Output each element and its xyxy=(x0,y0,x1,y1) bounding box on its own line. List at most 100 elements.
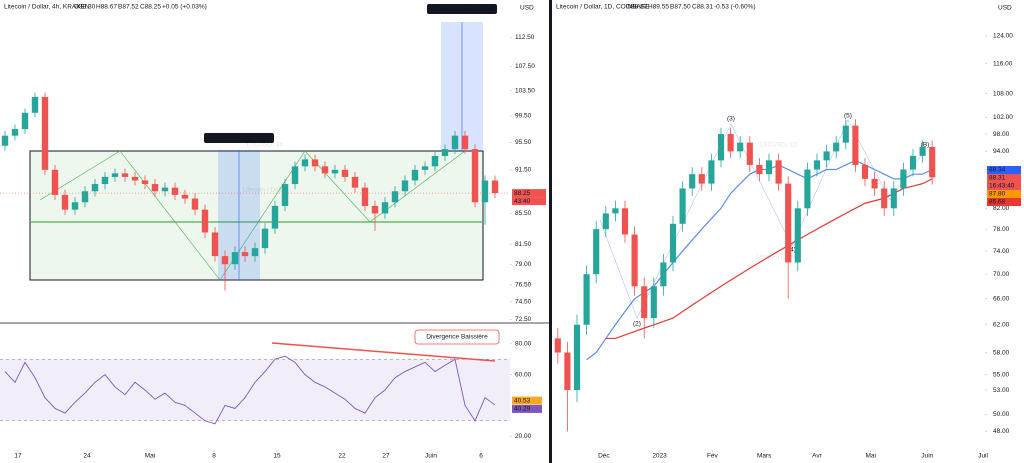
candle-body xyxy=(727,134,734,152)
candle-body xyxy=(881,188,888,209)
candle-body xyxy=(775,160,782,184)
candle-body xyxy=(251,248,259,257)
y-tick-label: 107.50 xyxy=(515,63,535,70)
y-tick-label: 78.00 xyxy=(993,226,1010,233)
candle-body xyxy=(421,166,429,170)
wave-label: (3) xyxy=(727,116,735,123)
price-label-box xyxy=(987,190,1021,198)
candle-body xyxy=(861,164,869,179)
ohlc-value: O88.30 xyxy=(74,4,96,11)
currency: USD xyxy=(520,5,534,12)
candle-body xyxy=(813,160,821,170)
candle-body xyxy=(871,178,878,189)
y-tick-label: 72.50 xyxy=(515,316,532,323)
candle-body xyxy=(612,208,619,214)
wave-label: (2) xyxy=(633,321,641,328)
watermark: LTCUSD, 4h xyxy=(247,142,284,149)
candle-body xyxy=(900,169,907,189)
y-tick-label: 70.00 xyxy=(993,271,1010,278)
range-box xyxy=(29,150,484,281)
candle-body xyxy=(621,208,629,235)
candle-body xyxy=(852,125,859,165)
y-tick-label: 48.00 xyxy=(993,428,1010,435)
candle-body xyxy=(301,159,309,167)
candle-body xyxy=(411,169,419,181)
candle-body xyxy=(241,252,249,257)
candle-body xyxy=(593,229,600,275)
candle-body xyxy=(746,142,753,165)
y-tick-label: 58.00 xyxy=(993,349,1010,356)
candle-body xyxy=(441,149,449,156)
candle-body xyxy=(161,187,169,192)
countdown: 16:43:40 xyxy=(989,183,1015,190)
x-tick-label: 17 xyxy=(14,453,22,460)
candle-body xyxy=(291,166,299,185)
wave-label: (5) xyxy=(844,113,852,120)
candle-body xyxy=(641,286,648,319)
price-label-box xyxy=(987,198,1021,206)
candle-body xyxy=(909,155,917,170)
candle-body xyxy=(71,202,79,210)
candle-body xyxy=(361,187,369,206)
candle-body xyxy=(121,173,129,177)
candle-body xyxy=(765,160,773,175)
ohlc-value: B87.52 xyxy=(118,4,139,11)
ohlc-value: +0.05 (+0.03%) xyxy=(162,4,207,11)
candle-body xyxy=(181,194,189,199)
currency: USD xyxy=(998,5,1012,12)
line-series xyxy=(605,178,933,340)
candle-body xyxy=(491,180,499,194)
rsi-ma-box xyxy=(512,396,542,405)
y-tick-label: 66.00 xyxy=(993,295,1010,302)
y-tick-label: 102.00 xyxy=(993,114,1013,121)
candle-body xyxy=(650,286,657,319)
ohlc-value: H89.55 xyxy=(648,4,669,11)
ohlc-value: C88.25 xyxy=(140,4,161,11)
rsi-ma-label: 40.53 xyxy=(514,397,531,404)
candle-body xyxy=(371,205,379,214)
ohlc-value: C88.31 xyxy=(692,4,713,11)
y-tick-label: 103.50 xyxy=(515,87,535,94)
candle-body xyxy=(708,160,715,184)
candle-body xyxy=(919,146,926,156)
measure-label-box xyxy=(427,4,497,14)
y-tick-label: 85.50 xyxy=(515,210,532,217)
candle-body xyxy=(201,209,209,233)
candle-body xyxy=(717,134,725,161)
y-tick-label: 60.00 xyxy=(515,371,532,378)
candle-body xyxy=(564,352,571,391)
y-tick-label: 53.00 xyxy=(993,387,1010,394)
ohlc-value: O88.87 xyxy=(626,4,648,11)
candle-body xyxy=(381,202,389,214)
candle-body xyxy=(151,184,159,192)
candle-body xyxy=(401,180,409,192)
y-tick-label: 74.00 xyxy=(993,248,1010,255)
candle-body xyxy=(804,169,811,209)
candle-body xyxy=(737,142,744,152)
candle-body xyxy=(321,166,329,174)
countdown-box xyxy=(512,197,546,206)
countdown: 43:40 xyxy=(514,198,531,205)
y-tick-label: 98.00 xyxy=(993,131,1010,138)
y-tick-label: 62.00 xyxy=(993,321,1010,328)
candle-body xyxy=(61,194,69,210)
candle-body xyxy=(311,159,319,167)
ohlc-value: -0.53 (-0.60%) xyxy=(714,4,756,11)
candle-body xyxy=(660,262,667,287)
candle-body xyxy=(101,176,109,185)
candle-body xyxy=(41,96,49,170)
y-tick-label: 91.50 xyxy=(515,167,532,174)
candle-body xyxy=(211,232,219,257)
y-tick-label: 116.00 xyxy=(993,61,1013,68)
candle-body xyxy=(554,338,561,353)
measure-label-box xyxy=(204,133,274,143)
chart-header: Litecoin / Dollar, 4h, KRAKEN xyxy=(4,4,90,11)
candle-body xyxy=(833,142,840,152)
candle-body xyxy=(823,151,830,161)
x-tick-label: 15 xyxy=(273,453,281,460)
candle-body xyxy=(111,173,119,177)
y-tick-label: 80.00 xyxy=(515,341,532,348)
chart-header: Litecoin / Dollar, 1D, COINBASE xyxy=(556,4,650,11)
candle-body xyxy=(698,174,705,184)
